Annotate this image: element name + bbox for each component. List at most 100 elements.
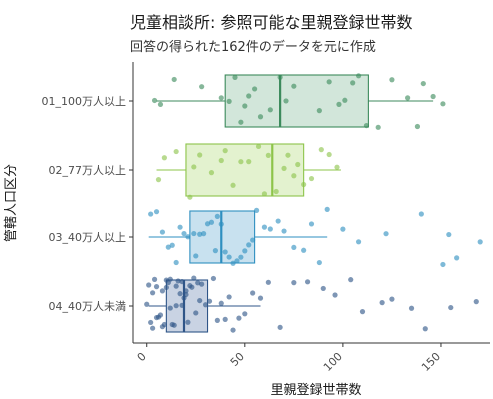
- x-ticks-layer: 0 50 100 150: [135, 343, 443, 374]
- data-point: [316, 259, 322, 266]
- data-point: [261, 191, 268, 197]
- data-point: [150, 325, 156, 331]
- data-point: [375, 124, 381, 130]
- y-tick-label: 04_40万人未満: [49, 300, 127, 313]
- data-point: [422, 326, 428, 332]
- data-point: [222, 148, 228, 154]
- data-point: [144, 301, 150, 307]
- data-point: [191, 164, 197, 170]
- data-point: [238, 159, 244, 165]
- data-point: [222, 249, 228, 255]
- data-point: [430, 93, 436, 100]
- data-point: [183, 291, 189, 298]
- data-point: [348, 277, 354, 283]
- data-point: [242, 103, 248, 109]
- data-point: [177, 224, 183, 230]
- y-tick-label: 01_100万人以上: [42, 95, 127, 108]
- data-point: [171, 76, 177, 83]
- data-point: [301, 181, 307, 188]
- data-point: [161, 155, 167, 161]
- data-point: [165, 244, 171, 250]
- data-point: [179, 302, 185, 308]
- data-point: [238, 119, 244, 125]
- data-point: [185, 319, 191, 325]
- data-point: [261, 224, 268, 230]
- data-point: [232, 74, 238, 80]
- data-point: [318, 147, 324, 153]
- data-point: [446, 231, 452, 238]
- data-point: [448, 304, 454, 311]
- data-point: [255, 143, 262, 150]
- data-point: [226, 254, 232, 260]
- data-point: [440, 101, 446, 107]
- data-point: [202, 302, 209, 308]
- data-point: [177, 291, 183, 297]
- data-point: [253, 207, 260, 213]
- data-point: [153, 209, 160, 215]
- points-layer: [144, 73, 483, 333]
- data-point: [389, 77, 395, 83]
- data-point: [191, 275, 197, 281]
- data-point: [167, 276, 173, 282]
- data-point: [189, 284, 195, 290]
- data-point: [159, 229, 166, 235]
- data-point: [250, 290, 256, 296]
- data-point: [275, 218, 281, 224]
- data-point: [195, 280, 201, 286]
- data-point: [208, 170, 215, 176]
- data-point: [342, 97, 348, 103]
- data-point: [212, 248, 218, 254]
- data-point: [324, 206, 330, 212]
- data-point: [242, 311, 248, 317]
- data-point: [246, 159, 252, 165]
- data-point: [206, 298, 213, 304]
- data-point: [334, 164, 340, 170]
- data-point: [336, 101, 342, 107]
- data-point: [146, 282, 152, 288]
- data-point: [316, 108, 322, 114]
- data-point: [267, 107, 273, 113]
- data-point: [171, 322, 177, 328]
- data-point: [157, 312, 164, 318]
- data-point: [197, 152, 203, 158]
- data-point: [150, 290, 156, 296]
- data-point: [414, 123, 421, 130]
- data-point: [405, 95, 411, 101]
- data-point: [355, 239, 362, 245]
- data-point: [179, 278, 185, 285]
- data-point: [148, 211, 154, 217]
- data-point: [277, 324, 283, 330]
- data-point: [193, 253, 199, 259]
- data-point: [199, 281, 205, 287]
- data-point: [163, 284, 169, 291]
- data-point: [199, 84, 205, 90]
- data-point: [418, 211, 424, 217]
- data-point: [408, 305, 415, 311]
- data-point: [230, 260, 236, 266]
- data-point: [197, 231, 203, 237]
- data-point: [383, 231, 389, 237]
- data-point: [193, 310, 199, 316]
- data-point: [173, 283, 179, 289]
- data-point: [440, 261, 446, 268]
- data-point: [226, 98, 232, 104]
- data-point: [173, 148, 179, 155]
- data-point: [197, 297, 203, 304]
- y-tick-label: 03_40万人以上: [49, 231, 127, 244]
- data-point: [265, 152, 271, 158]
- data-point: [208, 219, 215, 225]
- data-point: [181, 230, 187, 237]
- data-point: [187, 194, 193, 200]
- data-point: [246, 242, 252, 248]
- data-point: [340, 226, 346, 232]
- data-point: [214, 213, 220, 219]
- x-axis-title: 里親登録世帯数: [270, 383, 361, 398]
- data-point: [236, 315, 242, 321]
- data-point: [173, 303, 179, 309]
- data-point: [153, 284, 160, 290]
- data-point: [265, 279, 271, 285]
- data-point: [210, 275, 217, 282]
- data-point: [234, 258, 240, 264]
- data-point: [218, 300, 224, 306]
- data-point: [159, 288, 166, 294]
